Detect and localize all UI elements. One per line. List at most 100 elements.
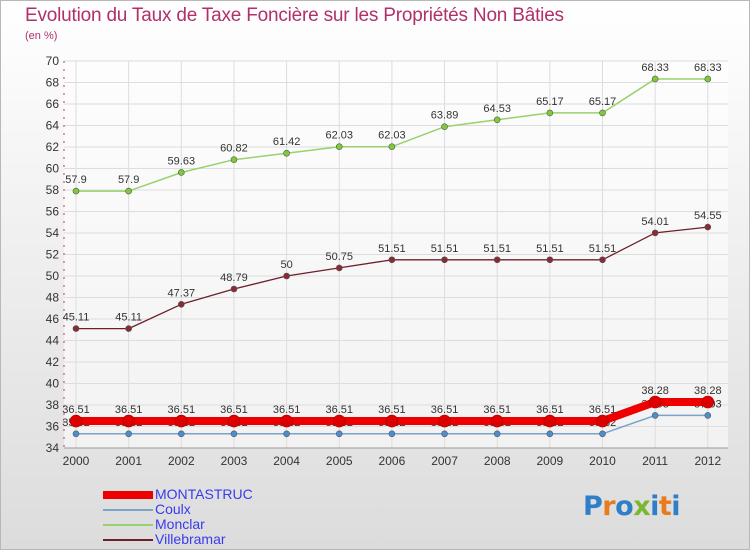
y-tick-label-38: 38 [46, 398, 60, 412]
point-montastruc-2009 [543, 414, 557, 428]
data-label-villebramar-2010: 51.51 [589, 243, 617, 255]
point-villebramar-2012 [704, 223, 712, 231]
logo-letter: i [650, 491, 659, 522]
data-label-villebramar-2012: 54.55 [694, 210, 722, 222]
y-tick-label-40: 40 [46, 377, 60, 391]
y-tick-label-52: 52 [46, 248, 60, 262]
point-montastruc-2010 [596, 414, 609, 428]
point-coulx-2003 [230, 430, 238, 438]
x-tick-label-2011: 2011 [642, 454, 668, 468]
legend-label-montastruc: MONTASTRUC [155, 486, 253, 502]
data-label-montastruc-2007: 36.51 [431, 404, 459, 416]
point-monclar-2011 [651, 75, 659, 83]
legend-swatch-montastruc [103, 491, 153, 499]
point-monclar-2005 [335, 143, 343, 150]
point-villebramar-2004 [283, 272, 290, 280]
x-tick-label-2008: 2008 [484, 454, 511, 468]
point-monclar-2002 [178, 169, 185, 176]
data-label-montastruc-2012: 38.28 [694, 385, 722, 397]
data-label-villebramar-2011: 54.01 [641, 216, 669, 228]
point-coulx-2005 [335, 430, 343, 438]
data-label-villebramar-2009: 51.51 [536, 243, 564, 255]
point-monclar-2006 [388, 143, 396, 150]
legend: MONTASTRUC Coulx Monclar Villebramar [103, 486, 403, 547]
point-monclar-2003 [230, 156, 238, 163]
data-label-montastruc-2009: 36.51 [536, 404, 564, 416]
point-montastruc-2001 [122, 414, 135, 428]
data-label-montastruc-2000: 36.51 [62, 404, 90, 416]
y-tick-label-46: 46 [46, 312, 60, 326]
data-label-montastruc-2005: 36.51 [325, 404, 353, 416]
data-label-montastruc-2003: 36.51 [220, 404, 248, 416]
point-montastruc-2011 [648, 395, 662, 409]
y-tick-label-34: 34 [46, 441, 60, 455]
y-tick-label-42: 42 [46, 355, 60, 369]
point-coulx-2001 [125, 430, 132, 438]
y-axis-unit: (en %) [25, 30, 58, 42]
x-tick-label-2009: 2009 [536, 454, 563, 468]
point-coulx-2008 [493, 430, 501, 438]
logo-letter: t [658, 491, 672, 522]
data-label-villebramar-2006: 51.51 [378, 243, 406, 255]
logo-letter: o [615, 491, 634, 522]
legend-label-villebramar: Villebramar [155, 531, 226, 547]
data-label-monclar-2004: 61.42 [273, 136, 301, 148]
point-monclar-2008 [493, 116, 501, 124]
y-tick-label-64: 64 [46, 119, 60, 133]
y-tick-label-56: 56 [46, 205, 60, 219]
point-montastruc-2004 [280, 414, 293, 428]
y-tick-label-44: 44 [46, 334, 60, 348]
x-tick-label-2012: 2012 [694, 454, 721, 468]
point-montastruc-2006 [385, 414, 399, 428]
legend-item-montastruc: MONTASTRUC [103, 486, 403, 502]
point-villebramar-2001 [125, 325, 132, 332]
x-tick-label-2005: 2005 [326, 454, 353, 468]
point-coulx-2002 [178, 430, 185, 438]
point-villebramar-2000 [72, 325, 80, 332]
x-tick-label-2004: 2004 [273, 454, 300, 468]
data-label-monclar-2009: 65.17 [536, 96, 564, 108]
data-label-monclar-2010: 65.17 [589, 96, 617, 108]
data-label-monclar-2003: 60.82 [220, 143, 248, 155]
point-montastruc-2000 [69, 414, 83, 428]
point-montastruc-2007 [438, 414, 451, 428]
y-tick-label-36: 36 [46, 420, 60, 434]
point-montastruc-2002 [175, 414, 188, 428]
data-label-montastruc-2001: 36.51 [115, 404, 143, 416]
data-label-monclar-2001: 57.9 [118, 174, 139, 186]
point-coulx-2000 [72, 430, 80, 438]
data-label-monclar-2006: 62.03 [378, 130, 406, 142]
point-villebramar-2009 [546, 256, 554, 264]
point-montastruc-2003 [227, 414, 241, 428]
data-label-villebramar-2007: 51.51 [431, 243, 459, 255]
data-label-villebramar-2005: 50.75 [325, 251, 353, 263]
point-villebramar-2007 [441, 256, 448, 264]
logo-letter: x [633, 491, 651, 522]
data-label-villebramar-2002: 47.37 [168, 287, 196, 299]
x-tick-label-2003: 2003 [221, 454, 248, 468]
data-label-montastruc-2011: 38.28 [641, 385, 669, 397]
chart-title: Evolution du Taux de Taxe Foncière sur l… [25, 5, 564, 26]
data-label-villebramar-2001: 45.11 [115, 312, 142, 324]
point-coulx-2004 [283, 430, 290, 438]
logo-letter: r [602, 491, 616, 522]
y-tick-label-48: 48 [46, 291, 60, 305]
data-label-monclar-2005: 62.03 [325, 130, 353, 142]
data-label-monclar-2012: 68.33 [694, 62, 722, 74]
x-tick-label-2007: 2007 [431, 454, 458, 468]
logo-letter: P [583, 491, 603, 522]
y-tick-label-68: 68 [46, 76, 60, 90]
point-monclar-2009 [546, 109, 554, 117]
point-coulx-2009 [546, 430, 554, 438]
point-villebramar-2002 [178, 300, 185, 308]
point-villebramar-2011 [651, 229, 659, 237]
point-coulx-2006 [388, 430, 396, 438]
data-label-montastruc-2010: 36.51 [589, 404, 617, 416]
y-tick-label-66: 66 [46, 97, 60, 111]
y-tick-label-70: 70 [46, 54, 60, 68]
y-tick-label-60: 60 [46, 162, 60, 176]
point-monclar-2000 [72, 187, 80, 195]
point-villebramar-2005 [335, 264, 343, 272]
